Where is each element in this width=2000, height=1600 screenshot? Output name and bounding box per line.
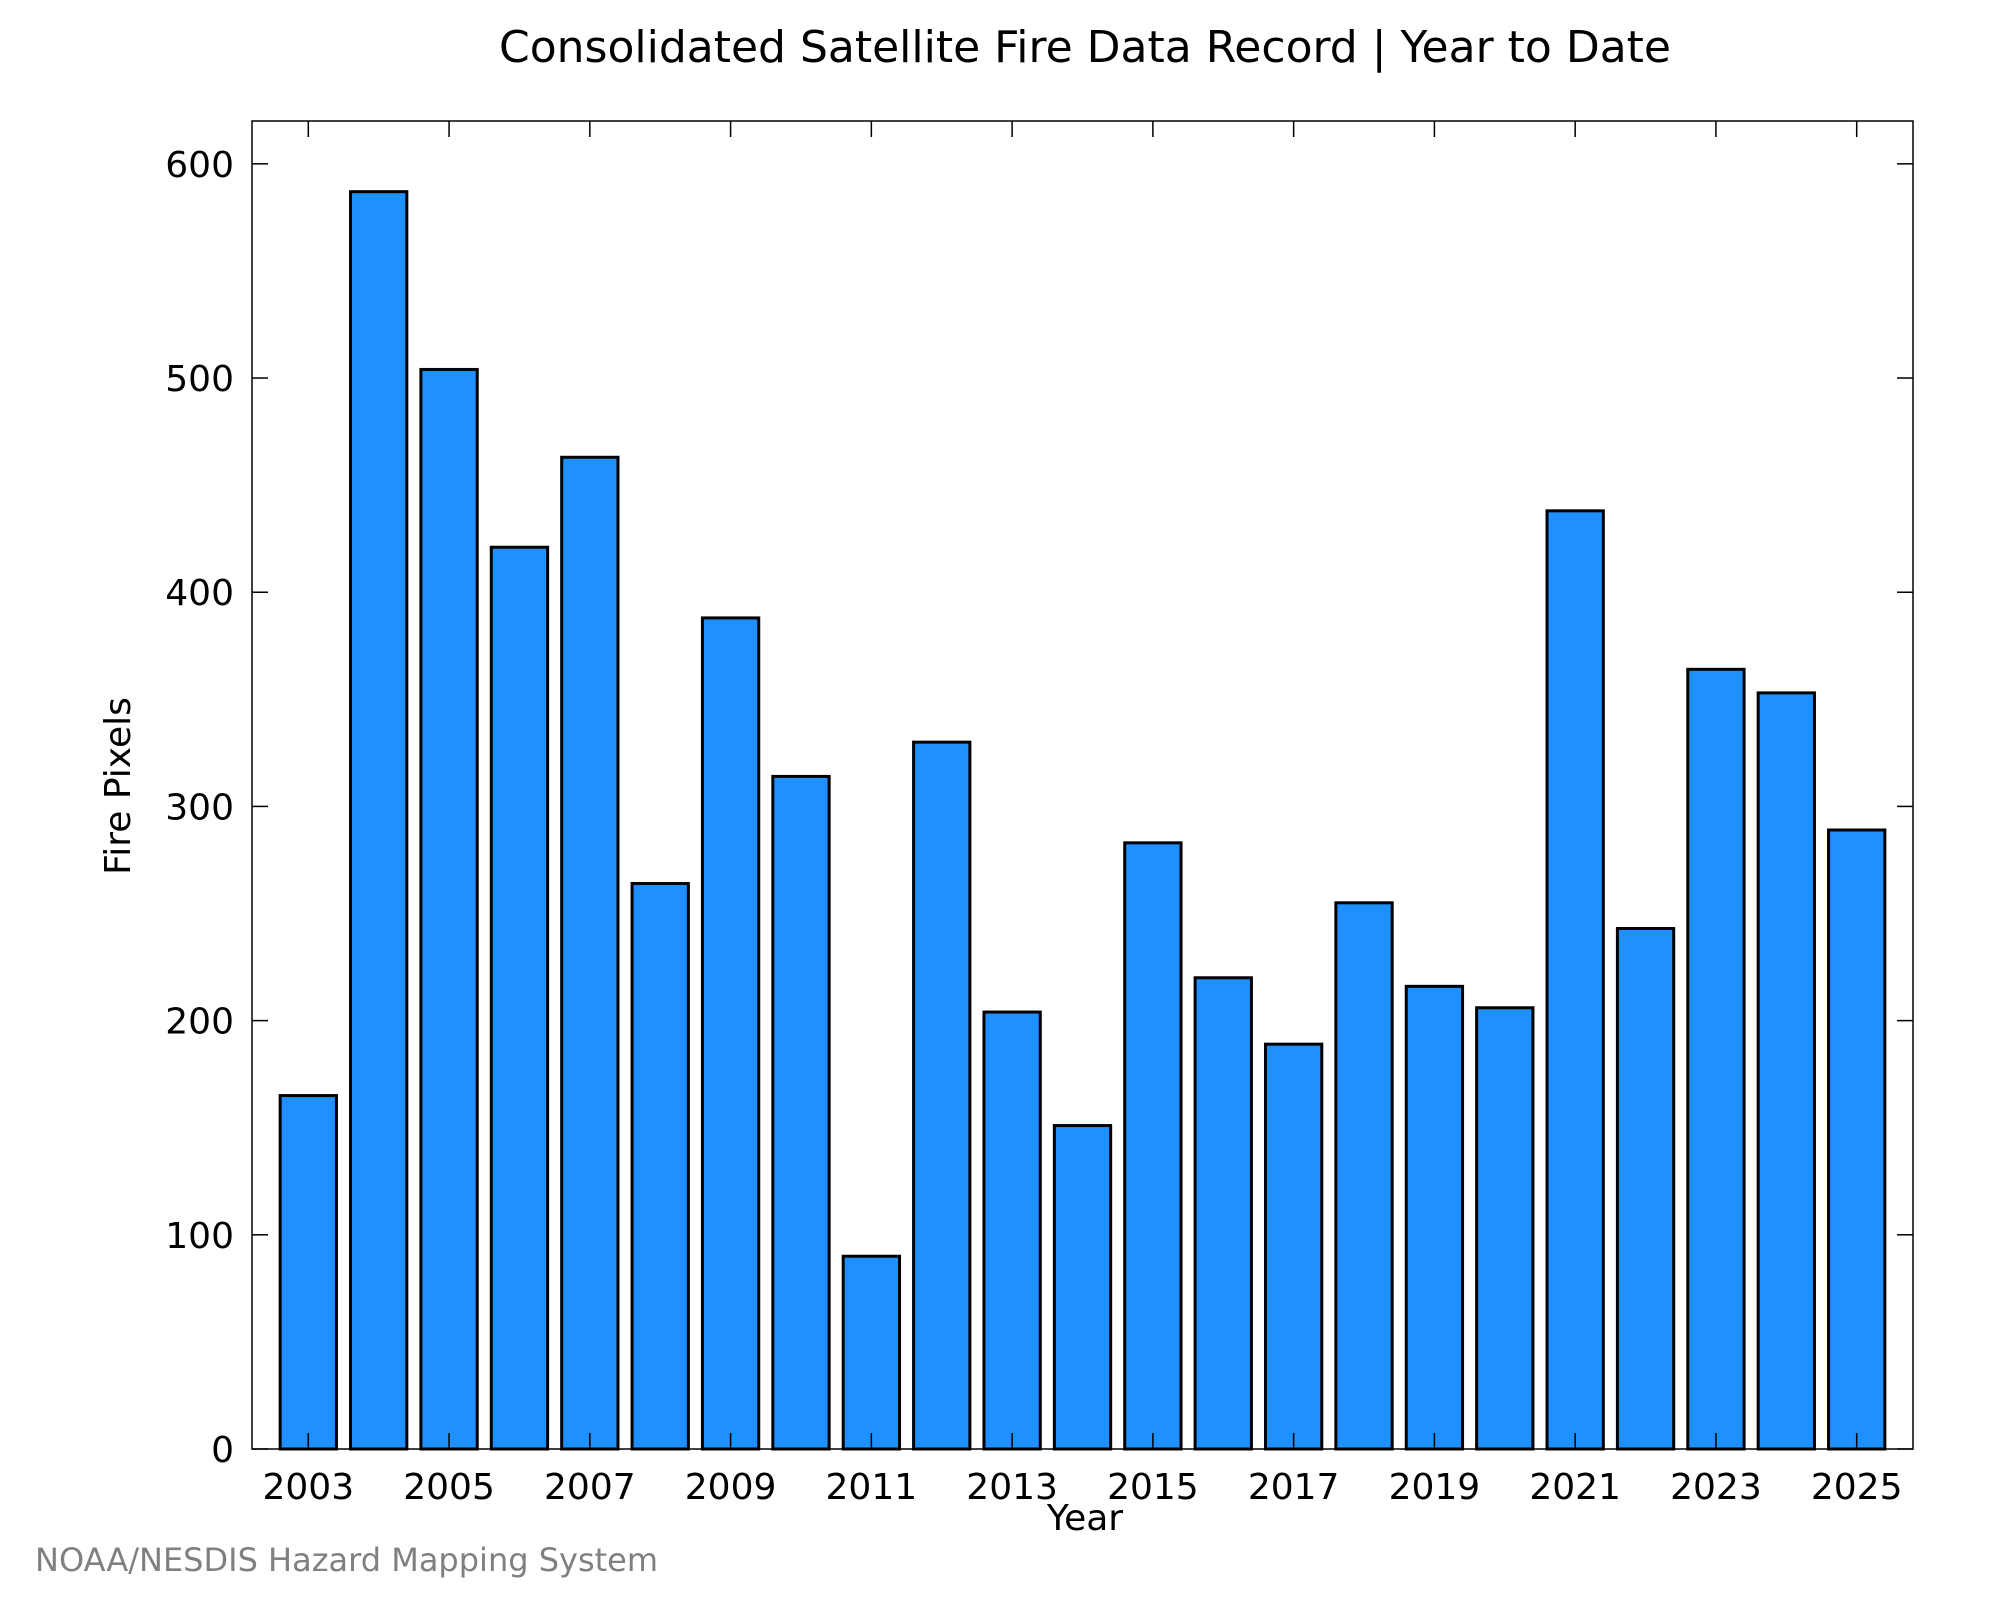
bar-2025: [1827, 828, 1887, 1451]
y-tick-label: 300: [165, 787, 234, 828]
x-tick-label: 2023: [1670, 1467, 1762, 1508]
y-axis-label: Fire Pixels: [98, 697, 139, 875]
y-tick-label: 200: [165, 1002, 234, 1043]
x-tick-label: 2015: [1107, 1467, 1199, 1508]
x-tick-label: 2005: [403, 1467, 495, 1508]
y-tick-label: 0: [211, 1430, 234, 1471]
bar-2012: [912, 740, 972, 1451]
x-tick-label: 2013: [966, 1467, 1058, 1508]
bar-2011: [841, 1254, 902, 1451]
bar-2006: [489, 545, 550, 1451]
x-tick-label: 2017: [1248, 1467, 1340, 1508]
bar-2004: [349, 190, 409, 1451]
x-tick-label: 2009: [685, 1467, 777, 1508]
bars-layer: [278, 190, 1887, 1451]
bar-2022: [1615, 927, 1676, 1451]
bar-2009: [700, 616, 761, 1451]
bar-2017: [1263, 1042, 1324, 1451]
y-tick-label: 600: [165, 145, 234, 186]
x-tick-label: 2021: [1529, 1467, 1621, 1508]
bar-2016: [1193, 976, 1253, 1451]
bar-2019: [1404, 984, 1465, 1451]
bar-2020: [1475, 1006, 1535, 1451]
y-tick-label: 100: [165, 1216, 234, 1257]
y-tick-label: 400: [165, 573, 234, 614]
bar-2003: [278, 1094, 338, 1451]
x-tick-label: 2025: [1811, 1467, 1903, 1508]
plot-frame: [251, 120, 1914, 1450]
source-credit: NOAA/NESDIS Hazard Mapping System: [35, 1541, 658, 1579]
chart-title: Consolidated Satellite Fire Data Record …: [499, 22, 1671, 73]
x-tick-label: 2011: [826, 1467, 918, 1508]
bar-2007: [560, 455, 620, 1451]
bar-2015: [1123, 841, 1183, 1451]
bar-2024: [1756, 691, 1816, 1451]
x-tick-label: 2003: [262, 1467, 354, 1508]
bar-2014: [1052, 1124, 1113, 1451]
ticks-layer: 0 100 200 300 400 500 600 2003 2005 2007 2009 2011 2…: [165, 121, 1913, 1508]
bar-2023: [1686, 667, 1746, 1451]
bar-2018: [1334, 901, 1394, 1451]
x-tick-label: 2019: [1389, 1467, 1481, 1508]
y-tick-label: 500: [165, 359, 234, 400]
x-tick-label: 2007: [544, 1467, 636, 1508]
bar-2013: [982, 1010, 1042, 1451]
bar-2008: [630, 882, 690, 1451]
bar-2021: [1545, 509, 1605, 1451]
axes-layer: [251, 120, 1914, 1450]
bar-2005: [419, 367, 479, 1451]
x-axis-label: Year: [1046, 1498, 1123, 1539]
bar-2010: [771, 774, 831, 1451]
